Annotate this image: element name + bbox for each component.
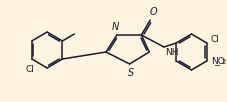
Text: Cl: Cl xyxy=(25,65,34,74)
Text: O: O xyxy=(149,7,157,17)
Text: Cl: Cl xyxy=(211,35,220,44)
Text: NH: NH xyxy=(165,48,178,57)
Text: −: − xyxy=(213,61,220,70)
Text: 2: 2 xyxy=(222,59,226,64)
Text: NO: NO xyxy=(211,57,225,65)
Text: N: N xyxy=(112,22,119,32)
Text: S: S xyxy=(128,68,135,78)
